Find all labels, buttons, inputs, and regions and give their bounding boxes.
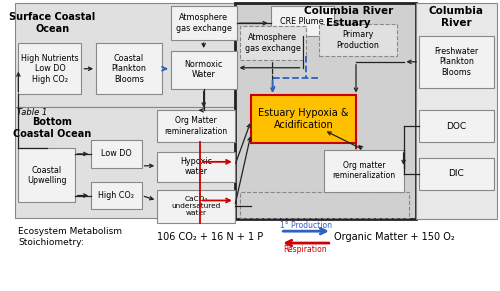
Bar	[240, 26, 306, 60]
Text: Table 1: Table 1	[18, 108, 48, 117]
Text: Org Matter
remineralization: Org Matter remineralization	[164, 116, 228, 136]
Bar	[319, 24, 396, 56]
Text: Org matter
remineralization: Org matter remineralization	[332, 161, 396, 180]
Text: 1° Production: 1° Production	[280, 221, 332, 230]
Bar	[251, 95, 356, 143]
Text: Coastal
Upwelling: Coastal Upwelling	[27, 166, 66, 185]
Bar	[157, 152, 234, 182]
Bar	[91, 140, 142, 168]
Bar	[416, 3, 496, 219]
Text: Coastal
Plankton
Blooms: Coastal Plankton Blooms	[112, 54, 146, 84]
Bar	[157, 189, 234, 223]
Text: High Nutrients
Low DO
High CO₂: High Nutrients Low DO High CO₂	[21, 54, 78, 84]
Bar	[96, 43, 162, 95]
Bar	[419, 110, 494, 142]
Text: CaCO₃
undersatured
water: CaCO₃ undersatured water	[172, 196, 220, 217]
Text: CRE Plume: CRE Plume	[280, 17, 324, 26]
Bar	[419, 36, 494, 88]
Text: High CO₂: High CO₂	[98, 191, 134, 200]
Bar	[170, 51, 236, 88]
Text: Surface Coastal
Ocean: Surface Coastal Ocean	[9, 13, 96, 34]
Bar	[16, 3, 234, 107]
Bar	[170, 6, 236, 40]
Bar	[18, 148, 74, 203]
Text: DIC: DIC	[448, 169, 464, 178]
Text: 106 CO₂ + 16 N + 1 P: 106 CO₂ + 16 N + 1 P	[157, 232, 264, 242]
Bar	[16, 107, 234, 218]
Text: Normoxic
Water: Normoxic Water	[184, 60, 223, 79]
Text: Columbia
River: Columbia River	[428, 6, 484, 28]
Text: Bottom
Coastal Ocean: Bottom Coastal Ocean	[13, 117, 92, 139]
Bar	[18, 43, 82, 95]
Text: Ecosystem Metabolism
Stoichiometry:: Ecosystem Metabolism Stoichiometry:	[18, 228, 122, 247]
Text: Primary
Production: Primary Production	[336, 30, 380, 50]
Text: Low DO: Low DO	[101, 149, 132, 158]
Text: Freshwater
Plankton
Blooms: Freshwater Plankton Blooms	[434, 47, 478, 77]
Text: Respiration: Respiration	[284, 246, 328, 255]
Bar	[240, 191, 410, 218]
Text: Organic Matter + 150 O₂: Organic Matter + 150 O₂	[334, 232, 454, 242]
Bar	[91, 182, 142, 210]
Text: Estuary Hypoxia &
Acidification: Estuary Hypoxia & Acidification	[258, 109, 349, 130]
Text: Columbia River
Estuary: Columbia River Estuary	[304, 6, 393, 28]
Bar	[419, 158, 494, 189]
Bar	[157, 110, 234, 142]
Bar	[270, 6, 334, 36]
Bar	[234, 3, 416, 219]
Text: Atmosphere
gas exchange: Atmosphere gas exchange	[176, 13, 232, 33]
Bar	[324, 150, 404, 191]
Text: DOC: DOC	[446, 122, 466, 131]
Text: Atmosphere
gas exchange: Atmosphere gas exchange	[244, 33, 300, 53]
Text: Hypoxic
water: Hypoxic water	[180, 157, 212, 177]
